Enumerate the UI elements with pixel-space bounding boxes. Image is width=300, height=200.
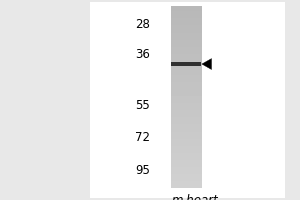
Text: 95: 95 <box>135 164 150 177</box>
Text: 72: 72 <box>135 131 150 144</box>
Polygon shape <box>202 59 211 69</box>
Bar <box>90 2 285 198</box>
Bar <box>171 62 201 66</box>
Text: 28: 28 <box>135 18 150 31</box>
Text: m.heart: m.heart <box>172 194 218 200</box>
Text: 36: 36 <box>135 48 150 61</box>
Text: 55: 55 <box>135 99 150 112</box>
